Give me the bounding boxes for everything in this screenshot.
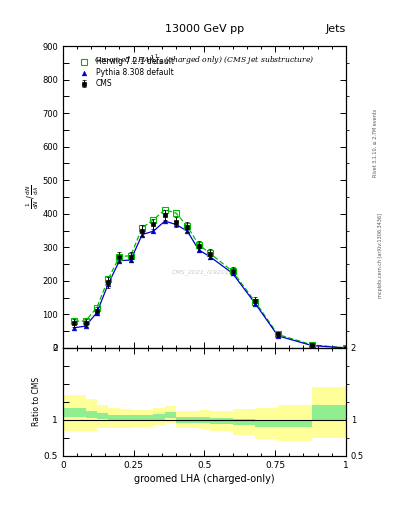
Text: Jets: Jets [325,24,346,34]
Herwig 7.2.1 default [94,305,99,311]
Herwig 7.2.1 default [106,276,110,282]
Pythia 8.308 default [174,221,178,227]
Text: 13000 GeV pp: 13000 GeV pp [165,24,244,34]
Herwig 7.2.1 default [230,268,235,274]
Legend: Herwig 7.2.1 default, Pythia 8.308 default, CMS: Herwig 7.2.1 default, Pythia 8.308 defau… [75,56,175,90]
Text: CMS_2021_I1920187: CMS_2021_I1920187 [171,270,237,275]
Herwig 7.2.1 default [208,250,212,257]
Pythia 8.308 default [310,343,314,349]
X-axis label: groomed LHA (charged-only): groomed LHA (charged-only) [134,474,275,484]
Y-axis label: $\frac{1}{\mathrm{d}N}\,/\,\frac{\mathrm{d}N}{\mathrm{d}\lambda}$: $\frac{1}{\mathrm{d}N}\,/\,\frac{\mathrm… [24,185,41,209]
Pythia 8.308 default [83,323,88,329]
Herwig 7.2.1 default [275,331,280,337]
Herwig 7.2.1 default [162,207,167,213]
Pythia 8.308 default [106,281,110,287]
Herwig 7.2.1 default [310,342,314,348]
Pythia 8.308 default [151,228,156,234]
Herwig 7.2.1 default [151,217,156,223]
Pythia 8.308 default [208,253,212,260]
Pythia 8.308 default [140,231,145,238]
Herwig 7.2.1 default [129,252,133,259]
Pythia 8.308 default [162,218,167,224]
Herwig 7.2.1 default [196,242,201,248]
Herwig 7.2.1 default [174,210,178,216]
Y-axis label: Ratio to CMS: Ratio to CMS [32,377,41,426]
Line: Pythia 8.308 default: Pythia 8.308 default [72,219,348,350]
Pythia 8.308 default [230,270,235,276]
Text: Rivet 3.1.10, ≥ 2.7M events: Rivet 3.1.10, ≥ 2.7M events [373,109,378,178]
Pythia 8.308 default [196,247,201,253]
Pythia 8.308 default [343,345,348,351]
Pythia 8.308 default [94,310,99,316]
Pythia 8.308 default [185,228,190,234]
Herwig 7.2.1 default [117,253,122,260]
Herwig 7.2.1 default [185,223,190,229]
Pythia 8.308 default [129,257,133,263]
Herwig 7.2.1 default [72,318,77,324]
Herwig 7.2.1 default [140,225,145,231]
Pythia 8.308 default [72,325,77,331]
Herwig 7.2.1 default [83,318,88,324]
Pythia 8.308 default [117,258,122,264]
Herwig 7.2.1 default [253,299,258,305]
Pythia 8.308 default [253,301,258,307]
Text: mcplots.cern.ch [arXiv:1306.3436]: mcplots.cern.ch [arXiv:1306.3436] [378,214,383,298]
Text: Groomed LHA$\lambda^{1}_{0.5}$ (charged only) (CMS jet substructure): Groomed LHA$\lambda^{1}_{0.5}$ (charged … [94,52,314,67]
Line: Herwig 7.2.1 default: Herwig 7.2.1 default [71,207,349,351]
Pythia 8.308 default [275,333,280,339]
Herwig 7.2.1 default [343,345,348,351]
